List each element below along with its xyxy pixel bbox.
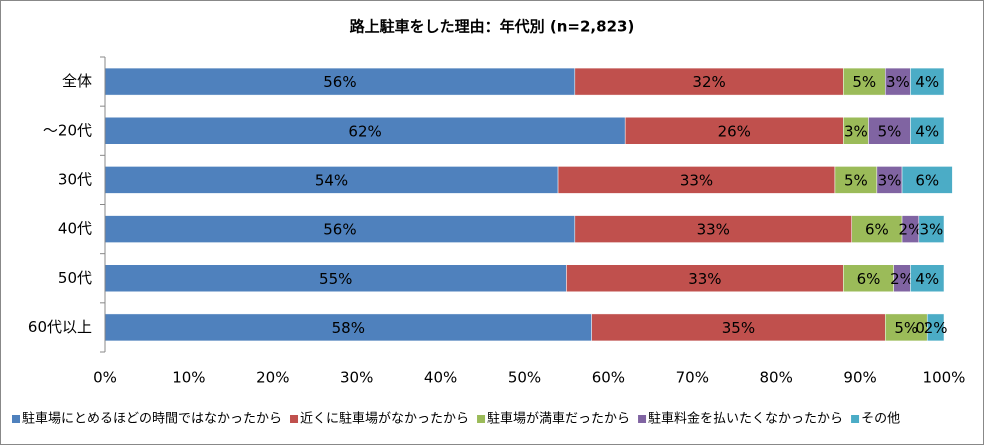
y-tick-label: 60代以上 bbox=[28, 318, 92, 336]
bar-segment bbox=[910, 67, 945, 96]
bar-segment bbox=[851, 215, 903, 243]
legend-swatch bbox=[477, 415, 486, 423]
legend-label: 近くに駐車場がなかったから bbox=[300, 412, 469, 427]
chart-title: 路上駐車をした理由：年代別 (n=2,823) bbox=[350, 18, 635, 36]
bar-segment bbox=[885, 67, 911, 96]
bar-segment bbox=[566, 264, 844, 292]
data-label: 58% bbox=[332, 319, 365, 337]
data-label: 32% bbox=[692, 73, 725, 91]
data-label: 4% bbox=[915, 73, 939, 91]
x-tick-label: 100% bbox=[923, 369, 966, 387]
legend-swatch bbox=[638, 415, 647, 423]
x-tick-label: 50% bbox=[508, 369, 541, 387]
data-label: 62% bbox=[348, 122, 381, 140]
bar-segment bbox=[843, 264, 894, 292]
data-label: 3% bbox=[920, 221, 944, 239]
bar-segment bbox=[868, 117, 911, 145]
x-tick-label: 20% bbox=[256, 369, 289, 387]
data-label: 6% bbox=[857, 270, 881, 288]
x-tick-label: 10% bbox=[172, 369, 205, 387]
data-label: 3% bbox=[844, 122, 868, 140]
bar-segment bbox=[574, 215, 852, 243]
bar-segment bbox=[591, 313, 886, 342]
y-tick-label: ～20代 bbox=[43, 121, 92, 139]
bar-segment bbox=[104, 166, 559, 194]
x-tick-label: 40% bbox=[424, 369, 457, 387]
legend-label: 駐車場が満車だったから bbox=[487, 412, 630, 427]
data-label: 5% bbox=[878, 122, 902, 140]
x-tick-label: 0% bbox=[93, 369, 117, 387]
bar-segment bbox=[885, 313, 928, 342]
y-tick-label: 全体 bbox=[62, 72, 92, 90]
bar-segment bbox=[624, 117, 844, 145]
data-label: 56% bbox=[323, 221, 356, 239]
data-label: 26% bbox=[718, 122, 751, 140]
data-label: 54% bbox=[315, 171, 348, 189]
legend-label: 駐車料金を払いたくなかったから bbox=[648, 411, 843, 427]
bar-segment bbox=[910, 117, 945, 145]
data-label: 5% bbox=[852, 73, 876, 91]
data-label: 55% bbox=[319, 270, 352, 288]
data-label: 2% bbox=[899, 221, 923, 239]
bar-segment bbox=[834, 166, 878, 194]
legend-label: 駐車場にとめるほどの時間ではなかったから bbox=[22, 412, 282, 427]
x-tick-label: 90% bbox=[843, 369, 876, 387]
legend-swatch bbox=[851, 415, 860, 423]
data-label: 5% bbox=[844, 171, 868, 189]
data-label: 2% bbox=[924, 319, 948, 337]
bar-segment bbox=[104, 117, 626, 145]
x-tick-label: 30% bbox=[340, 369, 373, 387]
bar-segment bbox=[918, 215, 945, 243]
x-tick-label: 60% bbox=[592, 369, 625, 387]
bar-segment bbox=[843, 117, 869, 145]
data-label: 4% bbox=[915, 122, 939, 140]
data-label: 3% bbox=[886, 73, 910, 91]
legend-swatch bbox=[290, 415, 299, 423]
bar-segment bbox=[104, 313, 592, 342]
data-label: 2% bbox=[890, 270, 914, 288]
y-tick-label: 40代 bbox=[58, 220, 92, 238]
legend-swatch bbox=[12, 415, 20, 423]
bar-segment bbox=[843, 67, 886, 96]
bar-segment bbox=[574, 67, 844, 96]
bar-segment bbox=[910, 264, 945, 292]
data-label: 3% bbox=[878, 171, 902, 189]
data-label: 4% bbox=[915, 270, 939, 288]
data-label: 35% bbox=[722, 319, 755, 337]
bar-segment bbox=[557, 166, 836, 194]
y-tick-label: 30代 bbox=[58, 170, 92, 188]
data-label: 6% bbox=[865, 221, 889, 239]
data-label: 5% bbox=[894, 319, 918, 337]
bar-segment bbox=[901, 166, 953, 194]
x-tick-label: 70% bbox=[676, 369, 709, 387]
data-label: 56% bbox=[323, 73, 356, 91]
y-tick-label: 50代 bbox=[58, 269, 92, 287]
data-label: 33% bbox=[697, 221, 730, 239]
legend-label: その他 bbox=[861, 412, 900, 427]
bar-segment bbox=[926, 313, 945, 342]
data-label: 33% bbox=[688, 270, 721, 288]
bar-segment bbox=[104, 215, 576, 243]
x-tick-label: 80% bbox=[760, 369, 793, 387]
bar-segment bbox=[104, 67, 576, 96]
data-label: 33% bbox=[680, 171, 713, 189]
data-label: 6% bbox=[915, 171, 939, 189]
